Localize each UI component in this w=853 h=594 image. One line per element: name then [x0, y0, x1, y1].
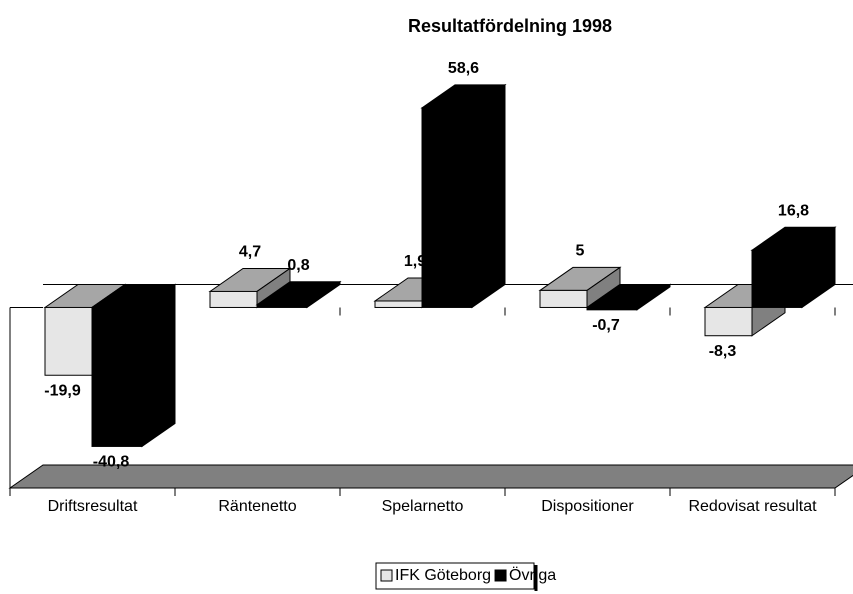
data-label: 16,8	[778, 202, 809, 219]
data-label: -8,3	[709, 343, 737, 360]
legend-swatch	[380, 569, 393, 582]
chart-title: Resultatfördelning 1998	[408, 16, 612, 36]
bar-side	[471, 83, 506, 309]
bar-front	[586, 306, 638, 311]
legend-label: Övriga	[509, 566, 556, 584]
legend: IFK Göteborg Övriga	[375, 562, 556, 591]
bar-front	[421, 107, 473, 308]
data-label: -0,7	[592, 317, 620, 334]
data-label: 0,8	[287, 257, 309, 274]
x-tick-label: Redovisat resultat	[688, 498, 817, 515]
bar	[90, 283, 177, 448]
bar-front	[44, 306, 93, 376]
bar	[750, 226, 837, 309]
legend-label: IFK Göteborg	[395, 567, 491, 584]
bar-front	[704, 306, 753, 337]
x-tick-label: Spelarnetto	[382, 498, 464, 515]
bar	[538, 266, 622, 309]
data-label: 1,9	[404, 253, 426, 270]
data-label: 5	[576, 243, 585, 260]
data-label: 4,7	[239, 244, 261, 261]
data-label: -19,9	[44, 382, 81, 399]
bar-front	[91, 306, 143, 447]
bar-front	[256, 304, 308, 308]
bar-front	[539, 289, 588, 308]
bar-side	[141, 283, 176, 448]
bar	[255, 280, 342, 309]
legend-swatch	[494, 569, 507, 582]
floor	[8, 464, 853, 489]
data-label: 58,6	[448, 60, 479, 77]
bar-front	[374, 300, 423, 308]
bar	[420, 83, 507, 309]
bar	[208, 267, 292, 309]
data-label: -40,8	[93, 454, 130, 471]
x-tick-label: Räntenetto	[218, 498, 296, 515]
bar-front	[751, 249, 803, 308]
legend-box	[375, 562, 535, 590]
bar	[585, 283, 672, 311]
x-tick-label: Dispositioner	[541, 498, 634, 515]
bar-front	[209, 290, 258, 308]
x-tick-label: Driftsresultat	[48, 498, 138, 515]
